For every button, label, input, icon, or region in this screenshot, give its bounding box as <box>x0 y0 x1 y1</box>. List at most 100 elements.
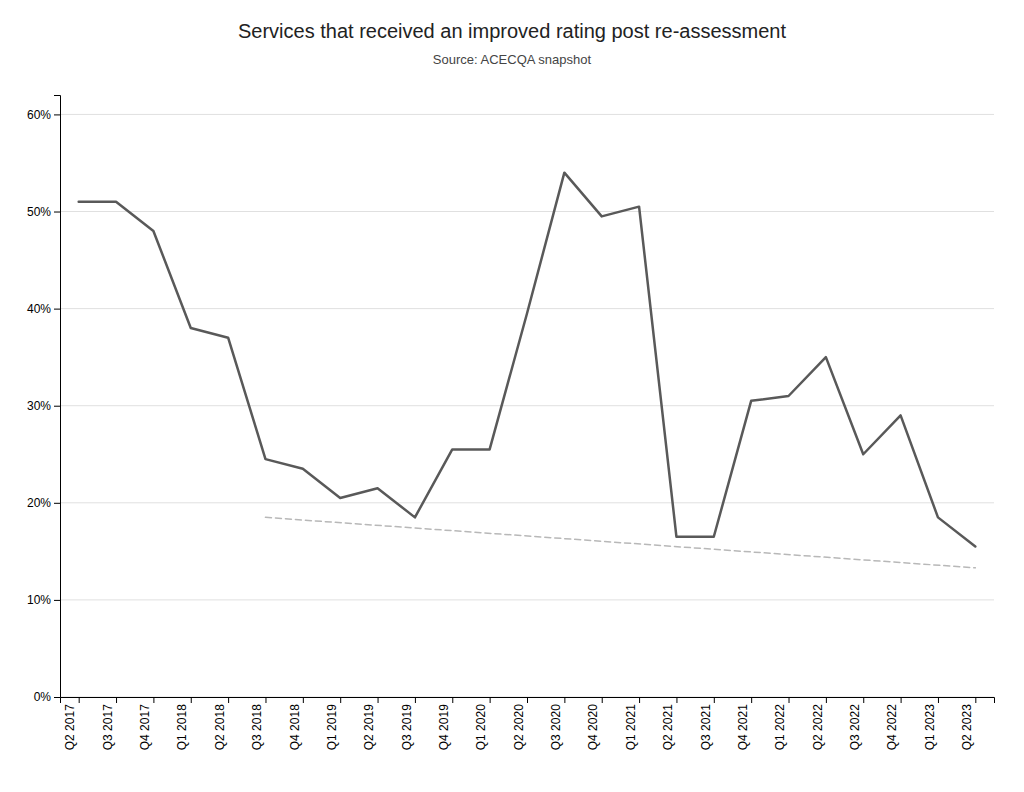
x-tick: Q4 2022 <box>885 697 901 750</box>
x-tick: Q3 2019 <box>400 697 416 750</box>
y-axis-line <box>54 96 61 698</box>
x-tick-label: Q2 2021 <box>661 704 675 750</box>
y-tick-label: 60% <box>27 108 51 122</box>
chart: Services that received an improved ratin… <box>0 0 1024 792</box>
x-tick-label: Q2 2019 <box>362 704 376 750</box>
x-tick-mark <box>826 697 827 703</box>
x-tick: Q4 2017 <box>138 697 154 750</box>
y-tick-label: 20% <box>27 496 51 510</box>
x-tick-label: Q1 2021 <box>624 704 638 750</box>
x-tick: Q1 2018 <box>175 697 191 750</box>
x-tick-label: Q4 2018 <box>288 704 302 750</box>
x-tick-mark <box>265 697 266 703</box>
y-tick-mark <box>54 114 60 115</box>
x-tick-label: Q2 2023 <box>960 704 974 750</box>
x-tick-label: Q1 2020 <box>474 704 488 750</box>
x-tick: Q1 2021 <box>624 697 640 750</box>
y-tick-mark <box>54 697 60 698</box>
x-tick-label: Q1 2018 <box>175 704 189 750</box>
x-tick: Q3 2017 <box>101 697 117 750</box>
y-tick-mark <box>54 309 60 310</box>
grid-line <box>60 211 994 212</box>
y-tick-label: 10% <box>27 593 51 607</box>
trend-line <box>265 517 975 567</box>
x-tick-label: Q4 2022 <box>885 704 899 750</box>
x-tick-mark <box>676 697 677 703</box>
x-tick: Q2 2017 <box>63 697 79 750</box>
y-tick: 30% <box>27 399 60 413</box>
x-tick: Q2 2018 <box>213 697 229 750</box>
y-tick-label: 0% <box>34 690 52 704</box>
marks <box>79 173 976 568</box>
x-tick-mark <box>303 697 304 703</box>
x-tick: Q4 2018 <box>288 697 304 750</box>
y-tick: 0% <box>34 690 60 704</box>
x-tick-label: Q2 2020 <box>512 704 526 750</box>
x-tick: Q2 2022 <box>811 697 827 750</box>
x-tick-mark <box>639 697 640 703</box>
x-tick-mark <box>378 697 379 703</box>
x-axis: Q2 2017 Q3 2017 Q4 2017 Q1 2018 Q2 2018 Q3 20… <box>61 697 995 750</box>
line <box>79 173 976 547</box>
y-tick-label: 50% <box>27 205 51 219</box>
x-tick-mark <box>153 697 154 703</box>
x-tick-mark <box>938 697 939 703</box>
x-tick-label: Q1 2023 <box>923 704 937 750</box>
x-tick-label: Q3 2020 <box>549 704 563 750</box>
x-tick-mark <box>901 697 902 703</box>
y-tick: 50% <box>27 205 60 219</box>
x-tick-label: Q4 2021 <box>736 704 750 750</box>
x-axis-line <box>61 698 995 704</box>
x-tick-mark <box>863 697 864 703</box>
x-tick-label: Q3 2017 <box>101 704 115 750</box>
x-tick-mark <box>79 697 80 703</box>
x-tick-label: Q3 2022 <box>848 704 862 750</box>
x-tick-mark <box>116 697 117 703</box>
x-tick-mark <box>452 697 453 703</box>
x-tick: Q2 2020 <box>512 697 528 750</box>
y-tick: 40% <box>27 302 60 316</box>
x-tick-mark <box>602 697 603 703</box>
x-tick-label: Q1 2022 <box>773 704 787 750</box>
x-tick: Q3 2021 <box>699 697 715 750</box>
x-tick-mark <box>564 697 565 703</box>
x-tick-label: Q3 2018 <box>250 704 264 750</box>
y-tick: 60% <box>27 108 60 122</box>
x-tick-label: Q2 2018 <box>213 704 227 750</box>
y-axis: 0% 10% 20% 30% 40% 50% 60% <box>27 96 61 705</box>
x-tick-mark <box>527 697 528 703</box>
x-tick-label: Q3 2019 <box>400 704 414 750</box>
x-tick-label: Q4 2017 <box>138 704 152 750</box>
x-tick-mark <box>751 697 752 703</box>
y-tick-mark <box>54 212 60 213</box>
grid <box>60 114 994 697</box>
y-tick-label: 40% <box>27 302 51 316</box>
y-tick: 20% <box>27 496 60 510</box>
x-tick-mark <box>490 697 491 703</box>
x-tick-label: Q4 2020 <box>586 704 600 750</box>
x-tick: Q1 2023 <box>923 697 939 750</box>
y-tick-mark <box>54 406 60 407</box>
x-tick-label: Q1 2019 <box>325 704 339 750</box>
x-tick-label: Q2 2022 <box>811 704 825 750</box>
grid-line <box>60 114 994 115</box>
x-tick: Q4 2020 <box>586 697 602 750</box>
x-tick-label: Q4 2019 <box>437 704 451 750</box>
x-tick: Q1 2020 <box>474 697 490 750</box>
x-tick: Q2 2023 <box>960 697 976 750</box>
x-tick-mark <box>415 697 416 703</box>
x-tick-mark <box>191 697 192 703</box>
x-tick-mark <box>789 697 790 703</box>
x-tick: Q4 2021 <box>736 697 752 750</box>
x-tick: Q2 2021 <box>661 697 677 750</box>
x-tick-label: Q2 2017 <box>63 704 77 750</box>
plot: 0% 10% 20% 30% 40% 50% 60% Q2 2017 Q3 2017 Q4 201… <box>27 96 995 751</box>
y-tick-mark <box>54 600 60 601</box>
subtitle: Source: ACECQA snapshot <box>433 52 592 67</box>
x-tick: Q3 2018 <box>250 697 266 750</box>
x-tick: Q1 2019 <box>325 697 341 750</box>
grid-line <box>60 502 994 503</box>
x-tick-label: Q3 2021 <box>699 704 713 750</box>
y-tick-mark <box>54 503 60 504</box>
x-tick-mark <box>228 697 229 703</box>
